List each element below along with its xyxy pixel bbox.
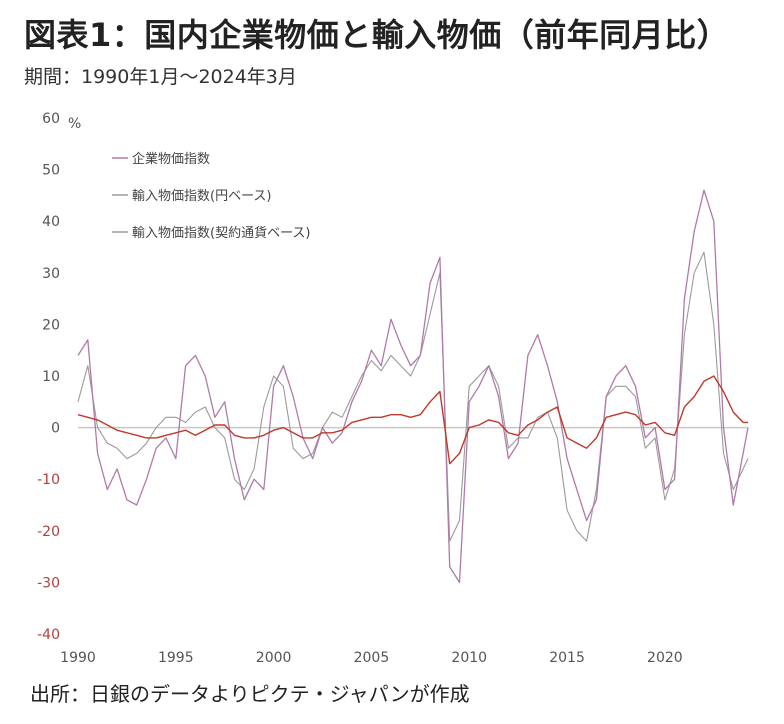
x-tick-label: 2010 [451, 650, 487, 666]
x-tick-label: 2020 [647, 650, 683, 666]
y-tick-label: -10 [37, 472, 60, 488]
x-tick-label: 2005 [354, 650, 390, 666]
legend-label: 輸入物価指数(契約通貨ベース) [132, 225, 311, 241]
series-lines [77, 189, 749, 584]
chart-period: 期間：1990年1月～2024年3月 [24, 66, 297, 88]
series-line-2 [77, 189, 749, 584]
legend-label: 輸入物価指数(円ベース) [132, 189, 272, 204]
x-tick-label: 2015 [549, 650, 585, 666]
y-tick-label: 30 [42, 266, 60, 282]
y-tick-label: 0 [51, 421, 60, 437]
y-tick-label: 50 [42, 163, 60, 179]
y-tick-label: 40 [42, 214, 60, 230]
series-line-3 [77, 251, 749, 542]
y-tick-label: -30 [37, 575, 60, 591]
x-axis-ticks: 1990 1995 2000 2005 2010 2015 2020 [60, 650, 683, 666]
series-line-1 [77, 375, 748, 465]
y-tick-label: -20 [37, 524, 60, 540]
y-axis-unit: % [68, 116, 81, 132]
source-note: 出所：日銀のデータよりピクテ・ジャパンが作成 [30, 682, 470, 706]
legend-label: 企業物価指数 [132, 151, 210, 167]
x-tick-label: 1990 [60, 650, 96, 666]
chart-title: 図表1：国内企業物価と輸入物価（前年同月比） [24, 16, 730, 54]
y-tick-label: 20 [42, 317, 60, 333]
y-axis-ticks: 60 50 40 30 20 10 0 -10 -20 -30 -40 [37, 111, 60, 643]
x-tick-label: 2000 [256, 650, 292, 666]
x-tick-label: 1995 [158, 650, 194, 666]
y-tick-label: 10 [42, 369, 60, 385]
y-tick-label: -40 [37, 627, 60, 643]
y-tick-label: 60 [42, 111, 60, 127]
